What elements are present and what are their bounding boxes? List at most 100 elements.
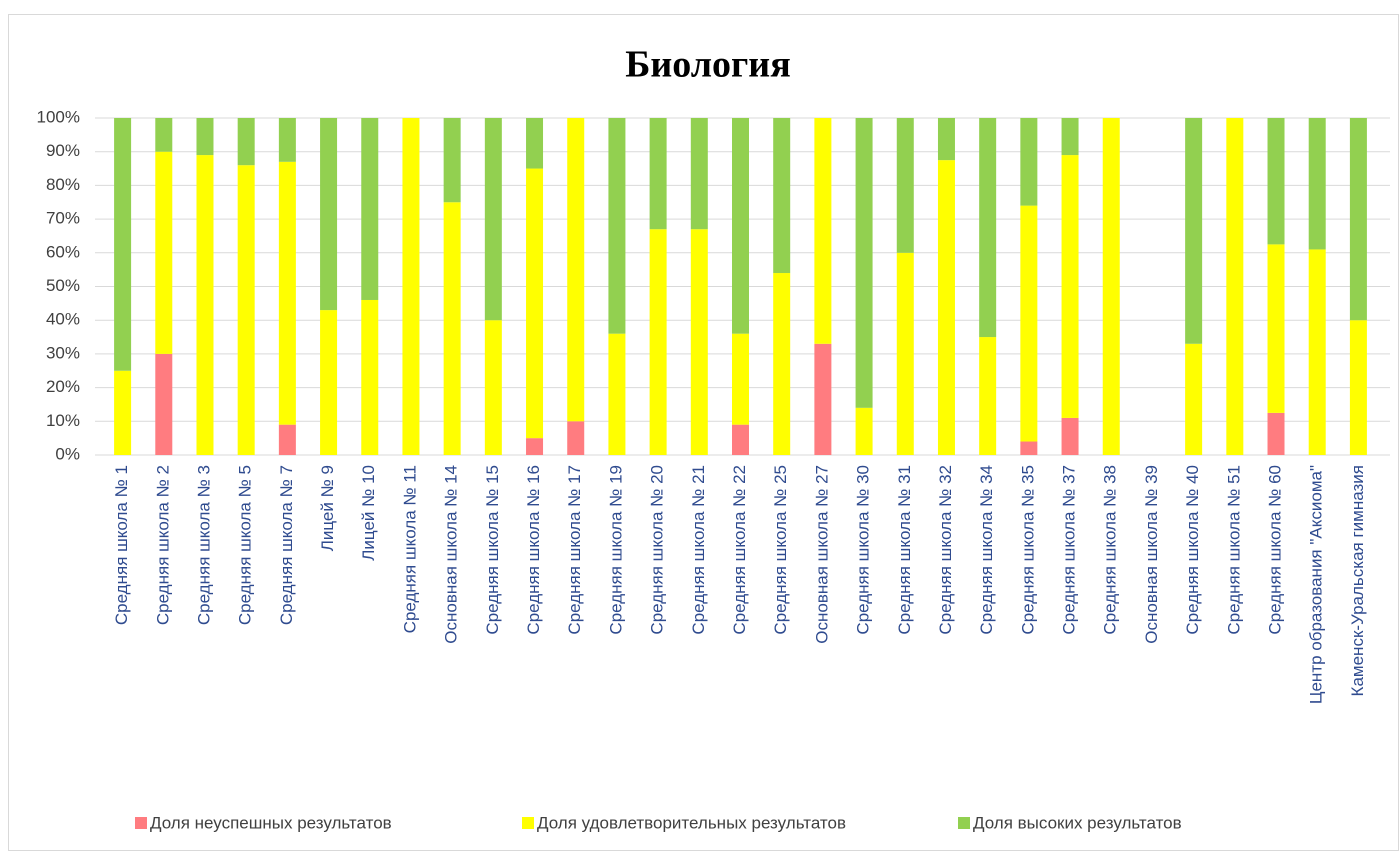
x-tick-label: Средняя школа № 3 — [194, 465, 213, 625]
bar-segment — [1102, 118, 1120, 455]
bar-segment — [1308, 118, 1326, 250]
y-tick-label: 100% — [37, 107, 80, 126]
bar-segment — [732, 424, 749, 455]
bar-segment — [155, 151, 173, 354]
x-tick-label: Средняя школа № 21 — [689, 465, 708, 635]
bar-segment — [855, 118, 873, 408]
x-tick-label: Средняя школа № 25 — [771, 465, 790, 635]
bar-segment — [1020, 118, 1038, 206]
x-tick-label: Средняя школа № 37 — [1060, 465, 1079, 635]
bar-segment — [1267, 412, 1285, 455]
legend-label: Доля удовлетворительных результатов — [537, 813, 846, 832]
bar-segment — [896, 118, 914, 253]
bar-segment — [690, 118, 708, 230]
bar-segment — [278, 161, 296, 425]
bar-segment — [196, 118, 214, 156]
x-tick-label: Основная школа № 39 — [1142, 465, 1161, 644]
x-tick-label: Средняя школа № 30 — [854, 465, 873, 635]
bar-segment — [1061, 417, 1079, 455]
y-tick-label: 70% — [46, 209, 80, 228]
x-tick-label: Основная школа № 14 — [442, 465, 461, 644]
x-tick-label: Средняя школа № 22 — [730, 465, 749, 635]
x-tick-label: Средняя школа № 2 — [153, 465, 172, 625]
x-tick-label: Средняя школа № 19 — [606, 465, 625, 635]
x-tick-label: Средняя школа № 1 — [112, 465, 131, 625]
bar-segment — [814, 118, 832, 344]
legend-swatch — [958, 817, 970, 829]
bar-segment — [1267, 118, 1285, 245]
x-tick-label: Средняя школа № 34 — [977, 465, 996, 635]
bar-segment — [814, 343, 832, 455]
x-tick-label: Средняя школа № 35 — [1018, 465, 1037, 635]
x-tick-label: Средняя школа № 20 — [648, 465, 667, 635]
bar-segment — [896, 252, 914, 455]
legend-swatch — [135, 817, 147, 829]
bar-segment — [443, 202, 461, 455]
bar-segment — [237, 165, 255, 455]
bar-segment — [649, 229, 667, 455]
legend-label: Доля неуспешных результатов — [150, 813, 392, 832]
bar-segment — [1020, 441, 1038, 455]
bar-segment — [155, 118, 173, 152]
bar-segment — [855, 407, 873, 455]
bar-segment — [237, 118, 255, 166]
bar-segment — [114, 118, 132, 371]
bar-segment — [1020, 205, 1038, 442]
x-tick-label: Средняя школа № 17 — [565, 465, 584, 635]
bar-segment — [526, 118, 544, 169]
y-tick-label: 0% — [55, 444, 80, 463]
bar-segment — [402, 118, 420, 455]
x-tick-label: Средняя школа № 5 — [236, 465, 255, 625]
bar-segment — [1349, 118, 1367, 321]
x-tick-label: Лицей № 10 — [359, 465, 378, 561]
x-tick-label: Средняя школа № 16 — [524, 465, 543, 635]
bar-segment — [608, 333, 626, 455]
y-tick-label: 50% — [46, 276, 80, 295]
y-tick-label: 20% — [46, 377, 80, 396]
bar-segment — [567, 118, 585, 422]
bar-segment — [649, 118, 667, 230]
bar-segment — [937, 160, 955, 455]
bar-segment — [1267, 244, 1285, 413]
bar-segment — [196, 155, 214, 455]
chart-title: Биология — [625, 44, 791, 86]
y-tick-label: 10% — [46, 411, 80, 430]
x-tick-label: Лицей № 9 — [318, 465, 337, 551]
bar-segment — [320, 310, 338, 455]
bar-segment — [979, 118, 997, 338]
bar-segment — [1226, 118, 1244, 455]
bar-segment — [773, 273, 791, 455]
bar-segment — [278, 118, 296, 162]
bar-segment — [567, 421, 585, 455]
bar-segment — [608, 118, 626, 334]
legend-label: Доля высоких результатов — [973, 813, 1182, 832]
bar-segment — [1308, 249, 1326, 455]
bar-segment — [979, 337, 997, 455]
bar-segment — [484, 118, 502, 321]
bar-segment — [937, 118, 955, 161]
bar-segment — [320, 118, 338, 311]
bar-segment — [526, 438, 544, 455]
x-tick-label: Центр образования "Аксиома" — [1307, 465, 1326, 704]
x-tick-label: Средняя школа № 38 — [1101, 465, 1120, 635]
bar-segment — [361, 299, 379, 455]
y-tick-label: 90% — [46, 141, 80, 160]
bar-segment — [114, 370, 132, 455]
y-tick-label: 80% — [46, 175, 80, 194]
y-tick-label: 30% — [46, 343, 80, 362]
x-tick-label: Средняя школа № 15 — [483, 465, 502, 635]
bar-segment — [484, 320, 502, 455]
bar-segment — [443, 118, 461, 203]
y-tick-label: 60% — [46, 242, 80, 261]
x-tick-label: Средняя школа № 31 — [895, 465, 914, 635]
x-tick-label: Основная школа № 27 — [812, 465, 831, 644]
bar-segment — [278, 424, 296, 455]
bar-segment — [1185, 343, 1203, 455]
bar-segment — [732, 333, 749, 425]
bar-segment — [1061, 155, 1079, 418]
y-tick-label: 40% — [46, 310, 80, 329]
x-tick-label: Средняя школа № 7 — [277, 465, 296, 625]
x-tick-label: Средняя школа № 51 — [1224, 465, 1243, 635]
legend-swatch — [522, 817, 534, 829]
